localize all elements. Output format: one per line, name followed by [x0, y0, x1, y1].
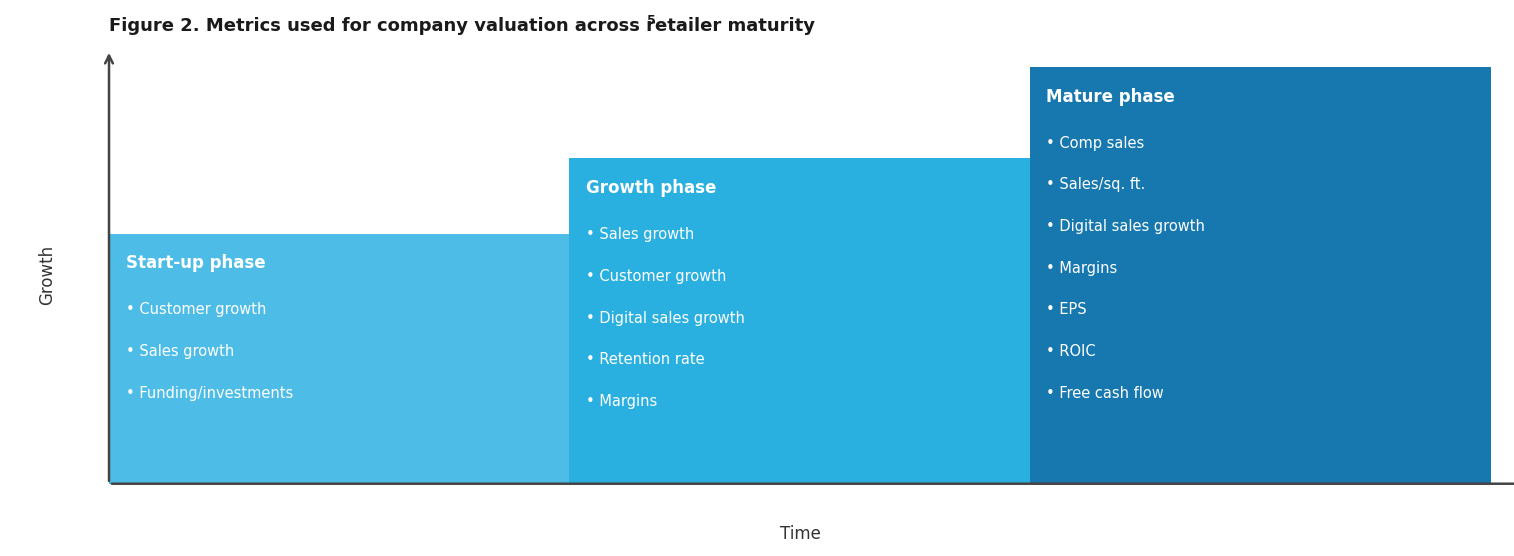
Bar — [1030, 67, 1491, 484]
Text: Time: Time — [780, 525, 821, 543]
Text: Growth: Growth — [38, 245, 56, 305]
Text: • Margins: • Margins — [1046, 261, 1117, 276]
Text: • Comp sales: • Comp sales — [1046, 136, 1145, 151]
Text: • Sales/sq. ft.: • Sales/sq. ft. — [1046, 177, 1146, 192]
Text: Mature phase: Mature phase — [1046, 88, 1175, 106]
Text: • Sales growth: • Sales growth — [586, 227, 693, 242]
Text: • Customer growth: • Customer growth — [586, 269, 727, 284]
Text: 5: 5 — [646, 14, 656, 27]
Bar — [109, 234, 569, 484]
Text: Start-up phase: Start-up phase — [126, 255, 265, 272]
Text: • Retention rate: • Retention rate — [586, 353, 704, 368]
Text: • Customer growth: • Customer growth — [126, 302, 266, 317]
Text: • EPS: • EPS — [1046, 302, 1087, 317]
Text: • Funding/investments: • Funding/investments — [126, 386, 292, 401]
Text: • Digital sales growth: • Digital sales growth — [586, 311, 745, 326]
Text: • Digital sales growth: • Digital sales growth — [1046, 219, 1205, 234]
Text: • Free cash flow: • Free cash flow — [1046, 386, 1164, 401]
Text: Growth phase: Growth phase — [586, 180, 716, 197]
Bar — [569, 158, 1030, 484]
Text: • Sales growth: • Sales growth — [126, 344, 233, 359]
Text: Figure 2. Metrics used for company valuation across retailer maturity: Figure 2. Metrics used for company valua… — [109, 17, 815, 34]
Text: • Margins: • Margins — [586, 394, 657, 409]
Text: • ROIC: • ROIC — [1046, 344, 1096, 359]
